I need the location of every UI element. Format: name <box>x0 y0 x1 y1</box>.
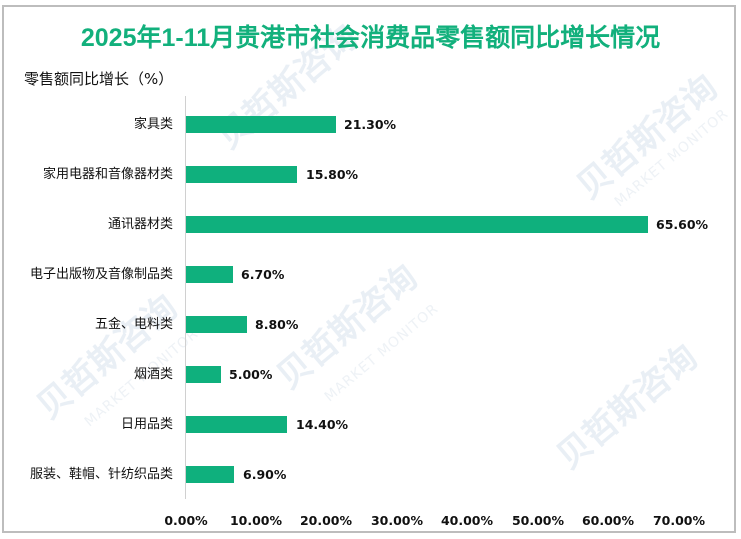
x-tick-label: 50.00% <box>511 513 565 528</box>
bar <box>186 166 297 183</box>
category-axis-line <box>185 96 186 499</box>
value-label: 14.40% <box>296 417 349 432</box>
value-label: 8.80% <box>255 317 299 332</box>
bar <box>186 366 221 383</box>
value-label: 15.80% <box>306 167 359 182</box>
x-tick-label: 20.00% <box>299 513 353 528</box>
category-label: 烟酒类 <box>133 367 173 382</box>
bar <box>186 316 247 333</box>
y-axis-title: 零售额同比增长（%） <box>24 70 174 88</box>
bar <box>186 466 234 483</box>
value-label: 21.30% <box>344 117 397 132</box>
category-label: 家用电器和音像器材类 <box>42 167 173 182</box>
category-label: 通讯器材类 <box>107 217 173 232</box>
bar <box>186 116 336 133</box>
category-label: 五金、电料类 <box>94 317 173 332</box>
value-label: 6.90% <box>243 467 287 482</box>
x-tick-label: 0.00% <box>164 513 208 528</box>
category-label: 电子出版物及音像制品类 <box>29 267 173 282</box>
value-label: 6.70% <box>241 267 285 282</box>
x-tick-label: 10.00% <box>229 513 283 528</box>
category-label: 服装、鞋帽、针纺织品类 <box>29 467 173 482</box>
x-tick-label: 40.00% <box>440 513 494 528</box>
value-label: 65.60% <box>656 217 709 232</box>
bar <box>186 266 233 283</box>
chart-title: 2025年1-11月贵港市社会消费品零售额同比增长情况 <box>80 24 661 52</box>
category-label: 日用品类 <box>120 417 173 432</box>
x-tick-label: 60.00% <box>581 513 635 528</box>
bar <box>186 216 648 233</box>
x-tick-label: 30.00% <box>370 513 424 528</box>
value-label: 5.00% <box>229 367 273 382</box>
bar <box>186 416 287 433</box>
x-tick-label: 70.00% <box>652 513 706 528</box>
category-label: 家具类 <box>133 117 173 132</box>
chart-frame <box>2 5 736 533</box>
